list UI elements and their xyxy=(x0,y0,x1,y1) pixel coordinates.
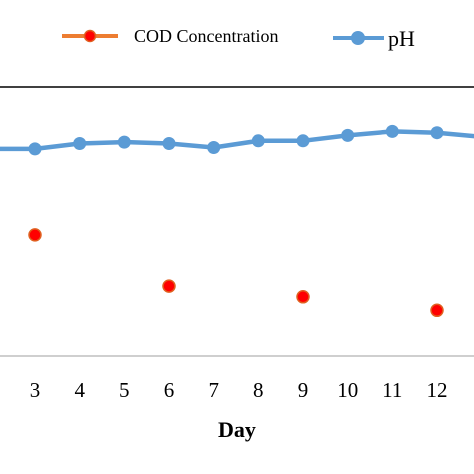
cod-point xyxy=(28,228,42,242)
ph-point xyxy=(430,126,444,140)
x-tick-label: 12 xyxy=(427,378,448,402)
ph-line xyxy=(0,129,474,152)
ph-point xyxy=(73,137,87,150)
x-tick-label: 6 xyxy=(164,378,175,402)
ph-point xyxy=(162,137,176,150)
ph-point xyxy=(117,135,131,149)
x-tick-label: 7 xyxy=(208,378,219,402)
legend: COD Concentration pH xyxy=(62,26,415,51)
ph-series xyxy=(0,124,474,156)
cod-point xyxy=(162,279,176,293)
ph-point xyxy=(385,124,399,138)
x-tick-label: 9 xyxy=(298,378,309,402)
x-tick-label: 3 xyxy=(30,378,41,402)
ph-point xyxy=(341,128,355,142)
x-tick-label: 5 xyxy=(119,378,130,402)
ph-point xyxy=(296,134,310,148)
legend-ph-marker xyxy=(351,31,365,45)
legend-cod-label: COD Concentration xyxy=(134,26,278,46)
x-tick-label: 10 xyxy=(337,378,358,402)
legend-cod-marker xyxy=(83,29,97,43)
cod-series xyxy=(28,228,444,318)
cod-point xyxy=(296,290,310,304)
x-tick-labels: 3 4 5 6 7 8 9 10 11 12 xyxy=(30,378,448,402)
ph-point xyxy=(207,141,221,154)
ph-point xyxy=(251,134,265,148)
ph-point xyxy=(28,142,42,156)
legend-ph-label: pH xyxy=(388,26,415,51)
cod-point xyxy=(430,303,444,318)
x-tick-label: 8 xyxy=(253,378,264,402)
x-tick-label: 11 xyxy=(382,378,402,402)
x-axis-title: Day xyxy=(218,417,256,442)
x-tick-label: 4 xyxy=(74,378,85,402)
